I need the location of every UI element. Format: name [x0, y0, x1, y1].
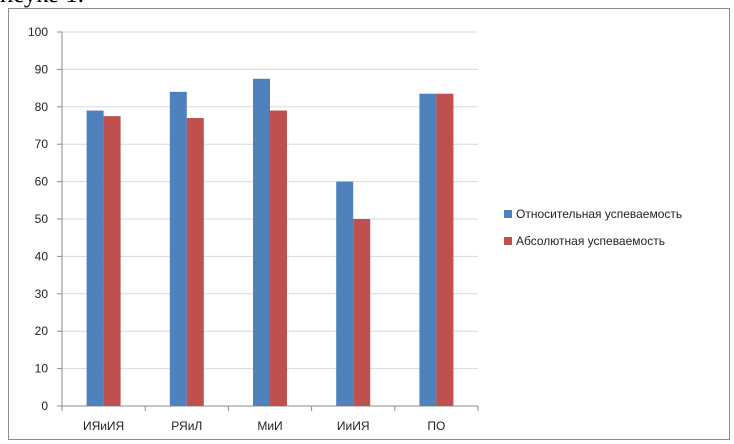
- y-tick-label: 30: [35, 287, 49, 301]
- bar-relative-4: [419, 93, 437, 407]
- x-tick-label: МиИ: [257, 419, 282, 433]
- y-tick-label: 0: [41, 399, 48, 413]
- legend-swatch-1: [504, 237, 512, 245]
- y-tick-label: 10: [35, 362, 49, 376]
- legend-label-1: Абсолютная успеваемость: [516, 234, 665, 248]
- header-text-fragment: неуке 1.: [0, 0, 84, 10]
- y-tick-label: 60: [35, 175, 49, 189]
- bar-relative-0: [86, 110, 104, 406]
- bars: [86, 78, 454, 407]
- tick-labels: 0 10 20 30 40 50 60 70 80 90 100 ИЯиИЯ РЯиЛ МиИ ИиИЯ ПО: [28, 25, 445, 433]
- legend-label-0: Относительная успеваемость: [516, 207, 682, 221]
- y-tick-label: 40: [35, 249, 49, 263]
- y-tick-label: 80: [35, 100, 49, 114]
- y-tick-label: 70: [35, 137, 49, 151]
- x-tick-label: ИиИЯ: [337, 419, 370, 433]
- y-tick-label: 100: [28, 25, 48, 39]
- bar-absolute-3: [353, 219, 371, 406]
- y-tick-label: 20: [35, 324, 49, 338]
- bar-absolute-2: [270, 110, 287, 406]
- legend-swatch-0: [504, 210, 512, 218]
- x-tick-label: РЯиЛ: [171, 419, 202, 433]
- y-tick-label: 50: [35, 212, 49, 226]
- x-tick-label: ПО: [427, 419, 445, 433]
- bar-absolute-1: [186, 118, 204, 407]
- x-tick-label: ИЯиИЯ: [83, 419, 124, 433]
- bar-absolute-4: [436, 93, 454, 407]
- y-tick-label: 90: [35, 62, 49, 76]
- bar-relative-2: [253, 78, 270, 406]
- legend: Относительная успеваемость Абсолютная усп…: [504, 207, 682, 248]
- bar-relative-3: [336, 181, 354, 406]
- bar-relative-1: [169, 91, 187, 406]
- bar-absolute-0: [103, 116, 121, 407]
